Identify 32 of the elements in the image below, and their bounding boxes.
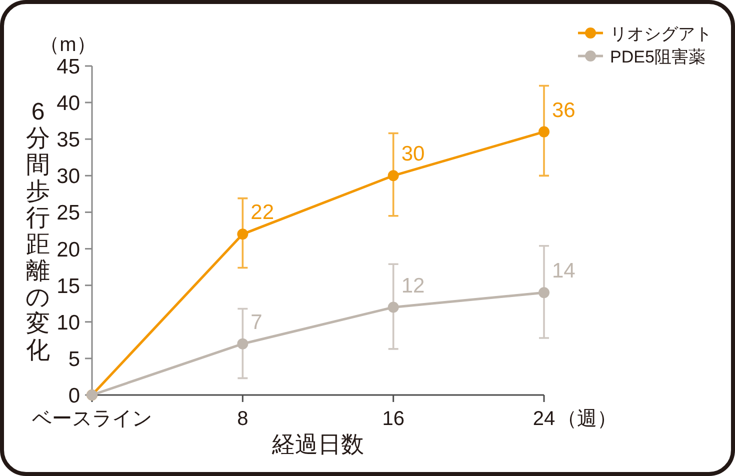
point	[388, 170, 399, 182]
text: （週）	[557, 408, 617, 430]
x-axis-title: 経過日数	[271, 431, 364, 457]
x-tick-label: 16	[382, 408, 404, 430]
y-tick-label: 0	[68, 384, 80, 408]
legend-label: リオシグアト	[610, 24, 712, 44]
y-axis-title: 6分間歩行距離の変化	[26, 98, 50, 364]
y-tick-label: 5	[68, 348, 80, 371]
data-label: 14	[552, 260, 576, 283]
data-label: 30	[401, 142, 425, 166]
y-tick-label: 30	[56, 165, 80, 188]
data-label: 22	[250, 201, 274, 224]
y-tick-label: 40	[56, 92, 80, 116]
y-tick-label: 15	[56, 274, 80, 298]
data-label: 7	[250, 310, 262, 334]
x-tick-label: 24	[532, 408, 556, 430]
x-tick-label: 8	[237, 408, 248, 430]
point	[388, 302, 399, 313]
point	[538, 126, 550, 138]
y-tick-label: 20	[56, 238, 80, 262]
point	[237, 338, 248, 350]
point	[237, 228, 248, 240]
text: （m）	[40, 34, 96, 56]
y-tick-label: 45	[56, 56, 80, 78]
y-tick-label: 25	[56, 202, 80, 225]
point	[538, 287, 550, 298]
y-tick-label: 10	[56, 311, 80, 334]
y-tick-label: 35	[56, 128, 80, 152]
x-tick-label: ベースライン	[32, 408, 152, 430]
data-label: 12	[401, 274, 425, 298]
legend-label: PDE5阻害薬	[610, 48, 706, 66]
data-label: 36	[552, 98, 576, 122]
